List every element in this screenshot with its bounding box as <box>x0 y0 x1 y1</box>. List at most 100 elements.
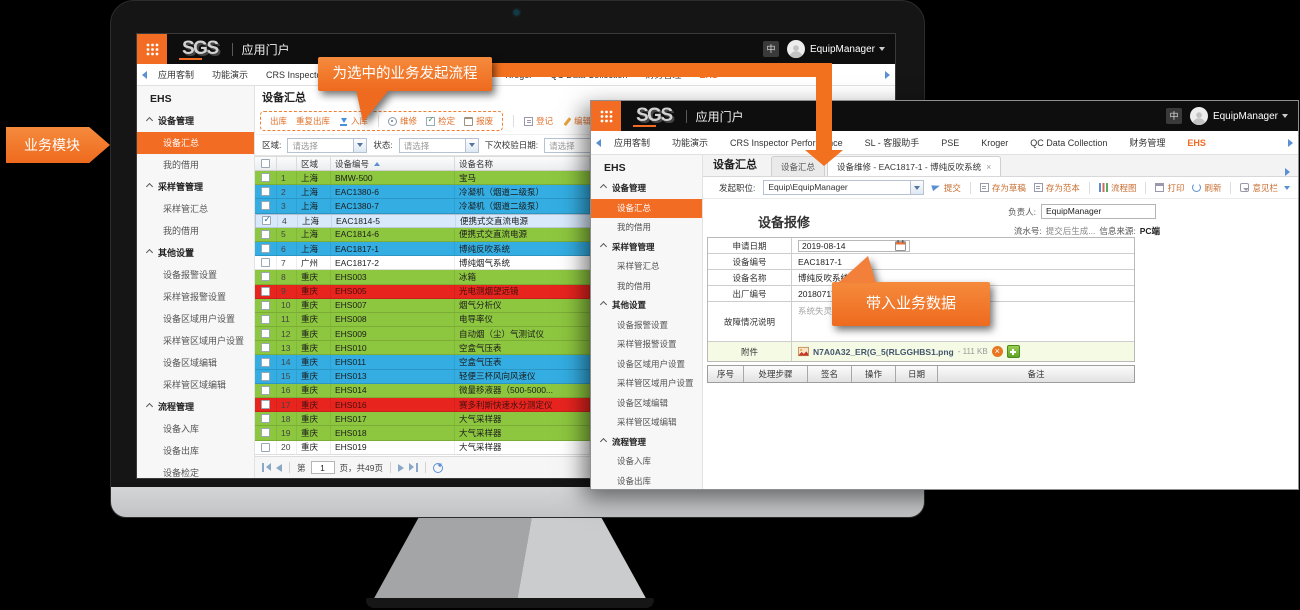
tab-scroll-left-icon[interactable] <box>596 138 601 147</box>
nav-entry[interactable]: 设备报警设置 <box>163 270 218 280</box>
tab-scroll-right-icon[interactable] <box>1285 168 1290 176</box>
nav-entry[interactable]: 设备区域编辑 <box>163 358 218 368</box>
owner-input[interactable]: EquipManager <box>1041 204 1156 219</box>
nav-entry[interactable]: 采样管管理 <box>591 238 702 258</box>
nav-entry[interactable]: 设备入库 <box>617 456 652 466</box>
row-checkbox[interactable] <box>261 244 270 254</box>
portal-tab[interactable]: SL - 客服助手 <box>864 137 920 148</box>
position-select[interactable]: Equip\EquipManager <box>763 180 924 195</box>
nav-entry[interactable]: 设备区域用户设置 <box>617 358 686 369</box>
last-page-icon[interactable] <box>408 463 418 472</box>
toolbar-button[interactable]: 流程图 <box>1088 181 1136 194</box>
portal-tab[interactable]: 功能演示 <box>212 69 249 80</box>
select-all-checkbox[interactable] <box>255 157 277 170</box>
name-value[interactable]: 博纯反吹系统 <box>798 272 850 283</box>
nav-entry[interactable]: 流程管理 <box>591 433 702 453</box>
refresh-icon[interactable] <box>432 462 443 473</box>
nav-entry[interactable]: 我的借用 <box>163 226 200 236</box>
row-checkbox[interactable] <box>261 272 270 282</box>
code-value[interactable]: EAC1817-1 <box>798 256 842 267</box>
fault-textarea[interactable]: 系统失灵 <box>798 306 833 316</box>
nav-entry[interactable]: 我的借用 <box>617 280 652 291</box>
factory-value[interactable]: 2018071701 <box>798 288 846 299</box>
user-menu[interactable]: EquipManager <box>1212 110 1278 122</box>
nav-entry[interactable]: 设备出库 <box>163 446 200 456</box>
language-icon[interactable]: 中 <box>1165 108 1182 124</box>
avatar[interactable] <box>786 40 805 58</box>
language-icon[interactable]: 中 <box>762 41 779 57</box>
portal-tab[interactable]: CRS Inspector Performance <box>730 137 843 148</box>
nav-entry[interactable]: 采样管管理 <box>137 176 254 198</box>
row-checkbox[interactable] <box>261 229 270 239</box>
tab-scroll-right-icon[interactable] <box>1288 138 1293 147</box>
nav-entry[interactable]: 采样管汇总 <box>617 261 660 271</box>
nav-entry[interactable]: 设备区域编辑 <box>617 397 669 408</box>
user-menu[interactable]: EquipManager <box>809 43 875 55</box>
toolbar-button[interactable]: 存为草稿 <box>969 181 1026 194</box>
nav-entry[interactable]: 设备管理 <box>591 179 702 199</box>
row-checkbox[interactable] <box>261 300 270 310</box>
row-checkbox[interactable] <box>261 371 270 381</box>
row-checkbox[interactable] <box>261 329 270 339</box>
toolbar-button[interactable]: 登记 <box>524 115 553 127</box>
remove-attachment-icon[interactable] <box>991 346 1003 357</box>
tab-scroll-left-icon[interactable] <box>142 70 147 79</box>
app-grid-icon[interactable] <box>591 101 621 131</box>
prev-page-icon[interactable] <box>276 463 282 472</box>
nav-entry[interactable]: 设备汇总 <box>591 198 702 218</box>
chevron-down-icon[interactable] <box>1282 114 1288 118</box>
nav-entry[interactable]: 流程管理 <box>137 396 254 418</box>
row-checkbox[interactable] <box>261 286 270 296</box>
column-header[interactable]: 设备名称 <box>455 157 590 170</box>
row-checkbox[interactable] <box>261 428 270 438</box>
portal-tab[interactable]: EHS <box>1187 137 1206 148</box>
toolbar-button[interactable]: 出库 <box>270 115 287 127</box>
nav-entry[interactable]: 采样管报警设置 <box>617 339 677 349</box>
row-checkbox[interactable] <box>261 400 270 410</box>
region-select[interactable]: 请选择 <box>287 137 368 153</box>
page-input[interactable]: 1 <box>310 461 335 474</box>
document-tab[interactable]: 设备维修 - EAC1817-1 - 博纯反吹系统 × <box>827 156 1002 176</box>
nav-entry[interactable]: 采样管汇总 <box>163 204 209 214</box>
nav-entry[interactable]: 设备报警设置 <box>617 319 669 330</box>
nav-entry[interactable]: 设备区域用户设置 <box>163 314 236 324</box>
date-input[interactable]: 2019-08-14 <box>798 239 910 252</box>
row-checkbox[interactable] <box>261 187 270 197</box>
nav-entry[interactable]: 我的借用 <box>163 160 200 170</box>
row-checkbox[interactable] <box>261 201 270 211</box>
nav-entry[interactable]: 其他设置 <box>137 242 254 264</box>
nav-entry[interactable]: 采样管区域用户设置 <box>617 378 694 388</box>
avatar[interactable] <box>1189 107 1208 125</box>
toolbar-button[interactable]: 检定 <box>426 115 455 127</box>
close-icon[interactable]: × <box>986 161 992 172</box>
toolbar-button[interactable]: 刷新 <box>1192 182 1221 194</box>
nav-entry[interactable]: 采样管区域编辑 <box>617 417 677 427</box>
next-page-icon[interactable] <box>397 463 404 472</box>
portal-tab[interactable]: 功能演示 <box>672 137 709 148</box>
portal-tab[interactable]: 财务管理 <box>1129 137 1166 148</box>
add-attachment-button[interactable] <box>1006 345 1020 358</box>
toolbar-button[interactable]: 重复出库 <box>296 115 330 127</box>
nav-entry[interactable]: 设备检定 <box>163 468 200 478</box>
toolbar-button[interactable]: 提交 <box>932 182 961 194</box>
dropdown-arrow-icon[interactable] <box>909 181 923 194</box>
column-header[interactable]: 设备编号 <box>331 157 455 170</box>
portal-tab[interactable]: PSE <box>941 137 960 148</box>
chevron-down-icon[interactable] <box>879 47 885 51</box>
status-select[interactable]: 请选择 <box>398 137 479 153</box>
nav-entry[interactable]: 设备管理 <box>137 110 254 132</box>
nav-entry[interactable]: 我的借用 <box>617 222 652 232</box>
dropdown-arrow-icon[interactable] <box>353 138 367 152</box>
portal-tab[interactable]: 应用客制 <box>614 137 651 148</box>
tab-scroll-right-icon[interactable] <box>885 70 890 79</box>
toolbar-button[interactable]: 打印 <box>1145 181 1184 194</box>
nav-entry[interactable]: 其他设置 <box>591 296 702 316</box>
nav-entry[interactable]: 设备出库 <box>617 475 652 486</box>
nav-entry[interactable]: 设备汇总 <box>137 132 254 154</box>
row-checkbox[interactable] <box>261 357 270 367</box>
attachment-link[interactable]: N7A0A32_ER(G_5(RLGGHBS1.png <box>813 346 954 357</box>
row-checkbox[interactable] <box>261 314 270 324</box>
dropdown-arrow-icon[interactable] <box>464 138 478 152</box>
toolbar-button[interactable]: 意见栏 <box>1230 181 1290 194</box>
nav-entry[interactable]: 设备入库 <box>163 424 200 434</box>
